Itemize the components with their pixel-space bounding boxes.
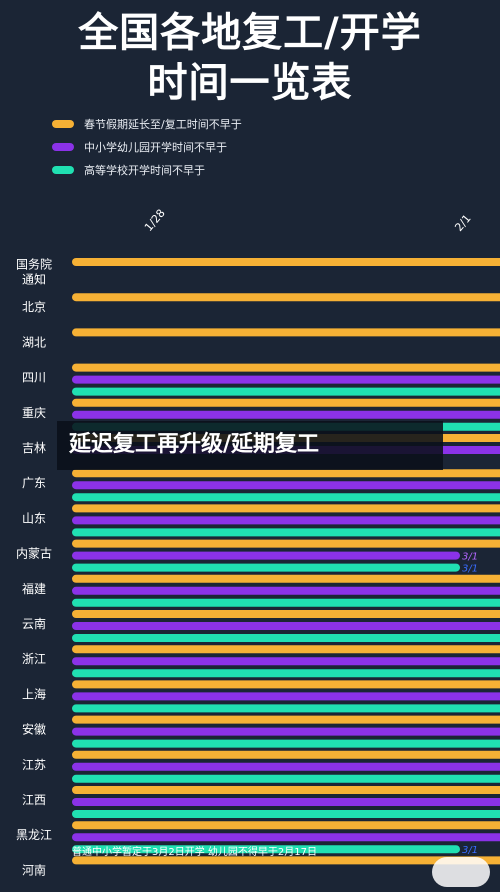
bar-college bbox=[72, 774, 500, 783]
bar-work bbox=[72, 786, 500, 794]
category-label: 四川 bbox=[22, 371, 46, 385]
bar-college bbox=[72, 563, 460, 572]
bar-work bbox=[72, 610, 500, 618]
category-label: 北京 bbox=[22, 300, 46, 314]
x-tick-label: 2/1 bbox=[452, 212, 473, 234]
category-label: 重庆 bbox=[22, 406, 46, 420]
category-label: 湖北 bbox=[22, 334, 46, 349]
bar-work bbox=[72, 539, 500, 548]
bar-work bbox=[72, 469, 500, 478]
bar-school bbox=[72, 798, 500, 806]
title-line-1: 全国各地复工/开学 bbox=[78, 10, 422, 56]
bar-school bbox=[72, 762, 500, 771]
bar-college bbox=[72, 387, 500, 396]
category-label: 通知 bbox=[22, 273, 46, 287]
bar-work bbox=[72, 504, 500, 513]
bar-school bbox=[72, 692, 500, 701]
bar-work bbox=[72, 856, 500, 865]
watermark-logo-icon bbox=[432, 857, 490, 887]
legend-item-school: 中小学幼儿园开学时间不早于 bbox=[52, 135, 242, 158]
category-label: 上海 bbox=[22, 686, 46, 701]
bar-work bbox=[72, 750, 500, 759]
bar-college bbox=[72, 669, 500, 678]
bar-school bbox=[72, 551, 460, 560]
bar-school bbox=[72, 410, 500, 419]
category-label: 福建 bbox=[22, 581, 46, 596]
bar-college bbox=[72, 598, 500, 607]
bar-work bbox=[72, 715, 500, 724]
category-label: 浙江 bbox=[22, 652, 46, 666]
bar-college bbox=[72, 528, 500, 537]
bar-work bbox=[72, 328, 500, 337]
bar-college bbox=[72, 493, 500, 502]
bar-college bbox=[72, 634, 500, 642]
legend-label-work: 春节假期延长至/复工时间不早于 bbox=[84, 117, 242, 131]
legend-label-school: 中小学幼儿园开学时间不早于 bbox=[84, 140, 227, 154]
category-label: 云南 bbox=[22, 616, 46, 631]
category-label: 内蒙古 bbox=[16, 546, 52, 561]
footnote: 普通中小学暂定于3月2日开学 幼儿园不得早于2月17日 bbox=[72, 847, 317, 858]
bar-school bbox=[72, 516, 500, 525]
bar-college bbox=[72, 845, 460, 854]
category-label: 黑龙江 bbox=[16, 828, 52, 842]
bar-school bbox=[72, 657, 500, 666]
bar-work bbox=[72, 574, 500, 583]
bar-school bbox=[72, 833, 500, 842]
category-label: 江西 bbox=[22, 793, 46, 807]
bar-school bbox=[72, 727, 500, 736]
category-label: 江苏 bbox=[22, 758, 46, 772]
legend-swatch-college bbox=[52, 165, 74, 174]
legend-item-college: 高等学校开学时间不早于 bbox=[52, 158, 242, 181]
bar-college bbox=[72, 704, 500, 713]
bar-work bbox=[72, 258, 500, 266]
bar-label-college: 3/1 bbox=[462, 564, 478, 575]
bar-college bbox=[72, 739, 500, 748]
bar-college bbox=[72, 810, 500, 818]
bar-school bbox=[72, 481, 500, 490]
legend-swatch-school bbox=[52, 142, 74, 151]
legend-swatch-work bbox=[52, 119, 74, 128]
page-title: 全国各地复工/开学 时间一览表 bbox=[0, 8, 500, 108]
category-label: 安徽 bbox=[22, 722, 46, 737]
legend-item-work: 春节假期延长至/复工时间不早于 bbox=[52, 112, 242, 135]
title-line-2: 时间一览表 bbox=[147, 60, 353, 106]
x-tick-label: 1/28 bbox=[142, 207, 168, 234]
category-label: 广东 bbox=[22, 476, 46, 490]
category-label: 河南 bbox=[22, 862, 46, 877]
legend-label-college: 高等学校开学时间不早于 bbox=[84, 163, 205, 177]
bar-school bbox=[72, 586, 500, 595]
bar-work bbox=[72, 645, 500, 654]
bar-school bbox=[72, 622, 500, 630]
bar-work bbox=[72, 680, 500, 689]
bar-work bbox=[72, 398, 500, 407]
headline-banner: 延迟复工再升级/延期复工 bbox=[57, 421, 443, 470]
bar-label-school: 3/1 bbox=[462, 552, 478, 563]
bar-school bbox=[72, 375, 500, 384]
category-label: 山东 bbox=[22, 511, 46, 525]
headline-text: 延迟复工再升级/延期复工 bbox=[69, 432, 320, 457]
bar-work bbox=[72, 293, 500, 302]
bar-work bbox=[72, 363, 500, 372]
category-label: 吉林 bbox=[22, 441, 46, 455]
bar-work bbox=[72, 821, 500, 830]
category-label: 国务院 bbox=[16, 257, 52, 272]
legend: 春节假期延长至/复工时间不早于 中小学幼儿园开学时间不早于 高等学校开学时间不早… bbox=[52, 112, 242, 181]
bar-label-college: 3/1 bbox=[462, 845, 478, 856]
